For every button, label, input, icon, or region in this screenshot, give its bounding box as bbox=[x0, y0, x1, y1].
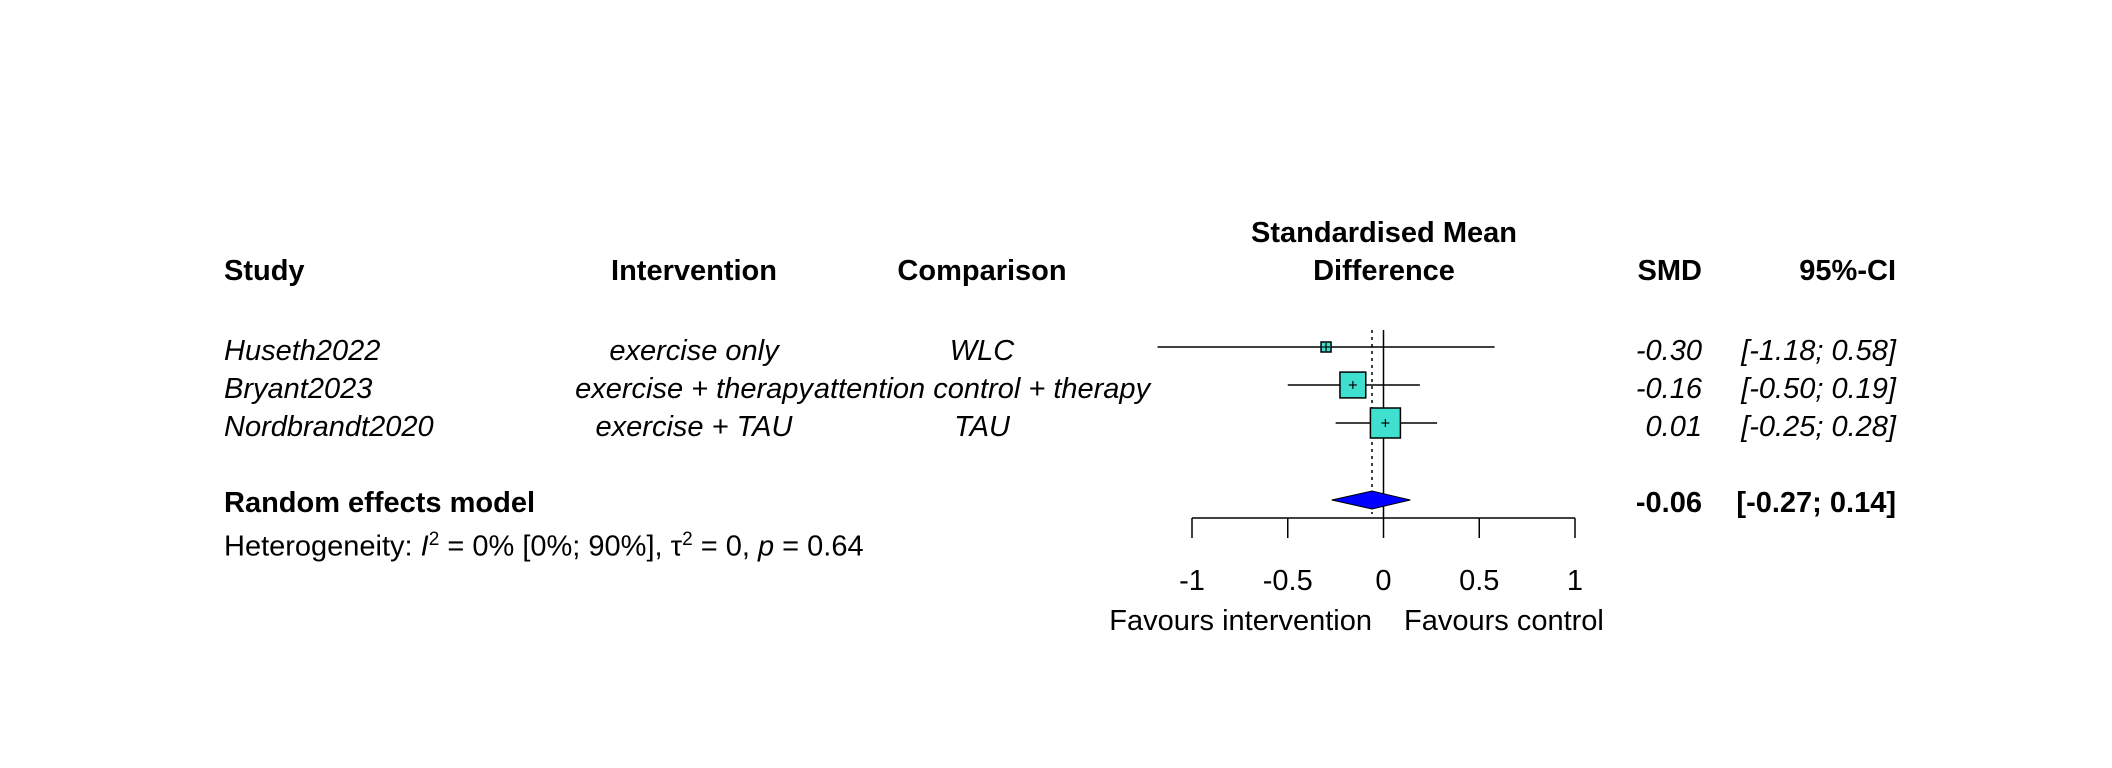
tau2-value: = 0, bbox=[692, 530, 758, 563]
x-tick-label: -0.5 bbox=[1263, 565, 1313, 597]
study-intervention: exercise + TAU bbox=[595, 411, 793, 443]
i2-value: = 0% [0%; 90%], bbox=[439, 530, 671, 563]
study-comparison: TAU bbox=[954, 411, 1010, 443]
study-name: Nordbrandt2020 bbox=[224, 411, 434, 443]
favours-control-label: Favours control bbox=[1404, 605, 1604, 637]
i2-superscript: 2 bbox=[428, 529, 440, 550]
study-comparison: WLC bbox=[949, 335, 1015, 367]
heterogeneity-prefix: Heterogeneity: bbox=[224, 530, 421, 563]
study-name: Huseth2022 bbox=[224, 335, 381, 367]
header-effect-line1: Standardised Mean bbox=[1251, 217, 1517, 249]
heterogeneity-text: Heterogeneity: I2 = 0% [0%; 90%], τ2 = 0… bbox=[224, 530, 864, 562]
x-tick-label: 1 bbox=[1567, 565, 1583, 597]
pooled-ci-value: [-0.27; 0.14] bbox=[1736, 487, 1896, 519]
favours-intervention-label: Favours intervention bbox=[1109, 605, 1372, 637]
study-name: Bryant2023 bbox=[224, 373, 373, 405]
i2-symbol: I bbox=[420, 530, 429, 563]
header-effect-line2: Difference bbox=[1313, 255, 1455, 287]
study-ci-value: [-0.50; 0.19] bbox=[1741, 373, 1896, 405]
tau2-symbol: τ bbox=[670, 530, 683, 563]
pooled-diamond bbox=[1331, 490, 1411, 510]
tau2-superscript: 2 bbox=[682, 529, 693, 550]
pooled-label: Random effects model bbox=[224, 487, 535, 519]
study-smd-value: -0.16 bbox=[1635, 373, 1702, 405]
study-ci-value: [-0.25; 0.28] bbox=[1741, 411, 1896, 443]
x-tick-label: -1 bbox=[1179, 565, 1205, 597]
study-intervention: exercise + therapy bbox=[575, 373, 813, 405]
header-ci: 95%-CI bbox=[1799, 255, 1896, 287]
header-intervention: Intervention bbox=[611, 255, 777, 287]
study-intervention: exercise only bbox=[609, 335, 779, 367]
study-comparison: attention control + therapy bbox=[813, 373, 1151, 405]
x-tick-label: 0.5 bbox=[1459, 565, 1499, 597]
header-study: Study bbox=[224, 255, 305, 287]
header-comparison: Comparison bbox=[897, 255, 1067, 287]
x-tick-label: 0 bbox=[1375, 565, 1391, 597]
header-smd: SMD bbox=[1637, 255, 1702, 287]
study-ci-value: [-1.18; 0.58] bbox=[1741, 335, 1896, 367]
pooled-smd-value: -0.06 bbox=[1635, 487, 1702, 519]
study-smd-value: -0.30 bbox=[1635, 335, 1702, 367]
study-smd-value: 0.01 bbox=[1645, 411, 1702, 443]
p-value: = 0.64 bbox=[774, 530, 864, 563]
p-symbol: p bbox=[757, 530, 775, 563]
